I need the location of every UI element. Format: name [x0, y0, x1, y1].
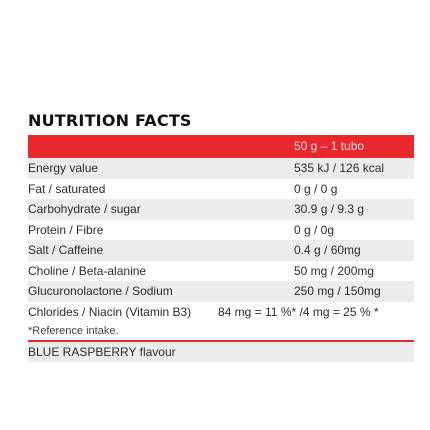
nutrition-table: 50 g – 1 tubo Energy value 535 kJ / 126 …: [28, 135, 414, 362]
nutrition-rows: Energy value 535 kJ / 126 kcal Fat / sat…: [28, 158, 414, 322]
table-row: Energy value 535 kJ / 126 kcal: [28, 158, 414, 179]
row-label: Fat / saturated: [28, 181, 106, 196]
table-header: 50 g – 1 tubo: [28, 135, 414, 158]
reference-intake-note: *Reference intake.: [28, 322, 414, 340]
row-value: 250 mg / 150mg: [294, 284, 381, 298]
row-value: 0 g / 0g: [294, 222, 335, 237]
table-row: Carbohydrate / sugar 30.9 g / 9.3 g: [28, 199, 414, 220]
table-row: Glucuronolactone / Sodium 250 mg / 150mg: [28, 281, 414, 302]
row-label: Chlorides / Niacin (Vitamin B3): [28, 304, 192, 319]
table-row: Salt / Caffeine 0.4 g / 60mg: [28, 240, 414, 261]
serving-size-header: 50 g – 1 tubo: [294, 139, 365, 153]
table-row: Protein / Fibre 0 g / 0g: [28, 220, 414, 241]
row-label: Energy value: [28, 161, 99, 175]
row-label: Choline / Beta-alanine: [28, 263, 147, 278]
divider: [28, 340, 414, 342]
table-row: Chlorides / Niacin (Vitamin B3) 84 mg = …: [28, 302, 414, 323]
page-title: NUTRITION FACTS: [28, 111, 192, 130]
row-value: 0.4 g / 60mg: [294, 243, 361, 257]
row-value: 84 mg = 11 %* /4 mg = 25 % *: [218, 304, 379, 319]
row-value: 50 mg / 200mg: [294, 263, 375, 278]
row-value: 30.9 g / 9.3 g: [294, 202, 365, 216]
row-label: Carbohydrate / sugar: [28, 202, 141, 216]
flavour-label: BLUE RASPBERRY flavour: [28, 342, 414, 362]
row-label: Salt / Caffeine: [28, 243, 104, 257]
row-label: Protein / Fibre: [28, 222, 104, 237]
table-row: Fat / saturated 0 g / 0 g: [28, 179, 414, 200]
row-value: 0 g / 0 g: [294, 181, 338, 196]
row-label: Glucuronolactone / Sodium: [28, 284, 173, 298]
row-value: 535 kJ / 126 kcal: [294, 161, 385, 175]
table-row: Choline / Beta-alanine 50 mg / 200mg: [28, 261, 414, 282]
